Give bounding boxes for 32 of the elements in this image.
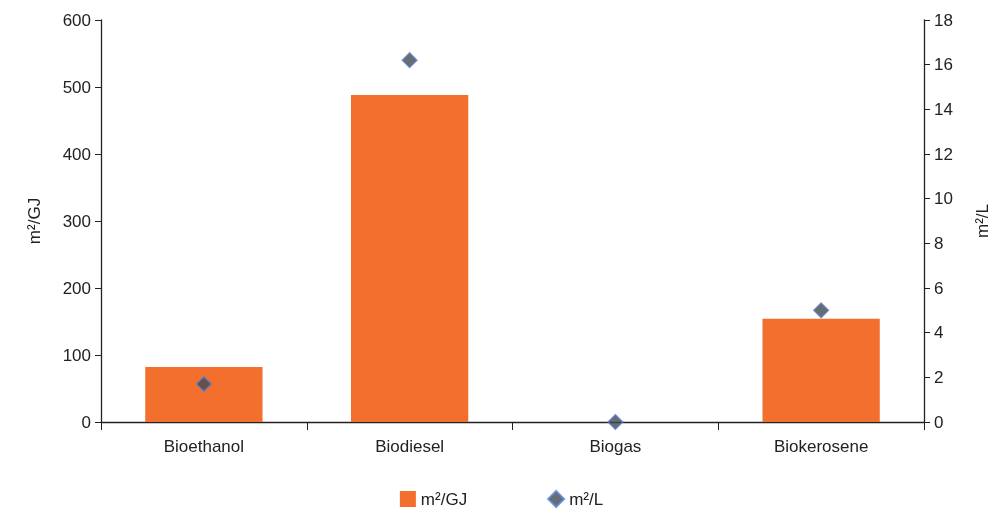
y2-tick-label: 2 — [934, 367, 944, 387]
y-tick-label: 500 — [62, 77, 91, 97]
y-tick-label: 400 — [62, 144, 91, 164]
y2-tick-label: 14 — [934, 99, 953, 119]
y-tick-label: 300 — [62, 211, 91, 231]
y-tick-label: 200 — [62, 278, 91, 298]
y2-tick-label: 10 — [934, 189, 953, 209]
y2-tick-label: 8 — [934, 233, 944, 253]
y2-tick-label: 4 — [934, 323, 944, 343]
y2-axis-title: m²/L — [973, 204, 992, 238]
point — [401, 52, 418, 69]
y2-tick-label: 6 — [934, 278, 944, 298]
y2-tick-label: 18 — [934, 10, 953, 30]
y-tick-label: 100 — [62, 345, 91, 365]
y2-tick-label: 0 — [934, 412, 944, 432]
bar — [762, 318, 880, 422]
legend-label: m²/L — [569, 489, 604, 509]
y-axis-title: m²/GJ — [25, 197, 44, 245]
x-tick-label: Bioethanol — [163, 437, 245, 456]
y-tick-label: 0 — [81, 412, 91, 432]
legend-label: m²/GJ — [420, 489, 468, 509]
x-tick-label: Biogas — [589, 437, 642, 456]
bar — [145, 367, 263, 422]
y2-tick-label: 12 — [934, 144, 953, 164]
x-tick-label: Biokerosene — [773, 437, 869, 456]
x-tick-label: Biodiesel — [375, 437, 445, 456]
point — [195, 375, 212, 393]
point — [813, 302, 830, 319]
y-tick-label: 600 — [62, 10, 91, 30]
point — [607, 413, 624, 431]
y2-tick-label: 16 — [934, 55, 953, 75]
bar — [350, 95, 469, 422]
